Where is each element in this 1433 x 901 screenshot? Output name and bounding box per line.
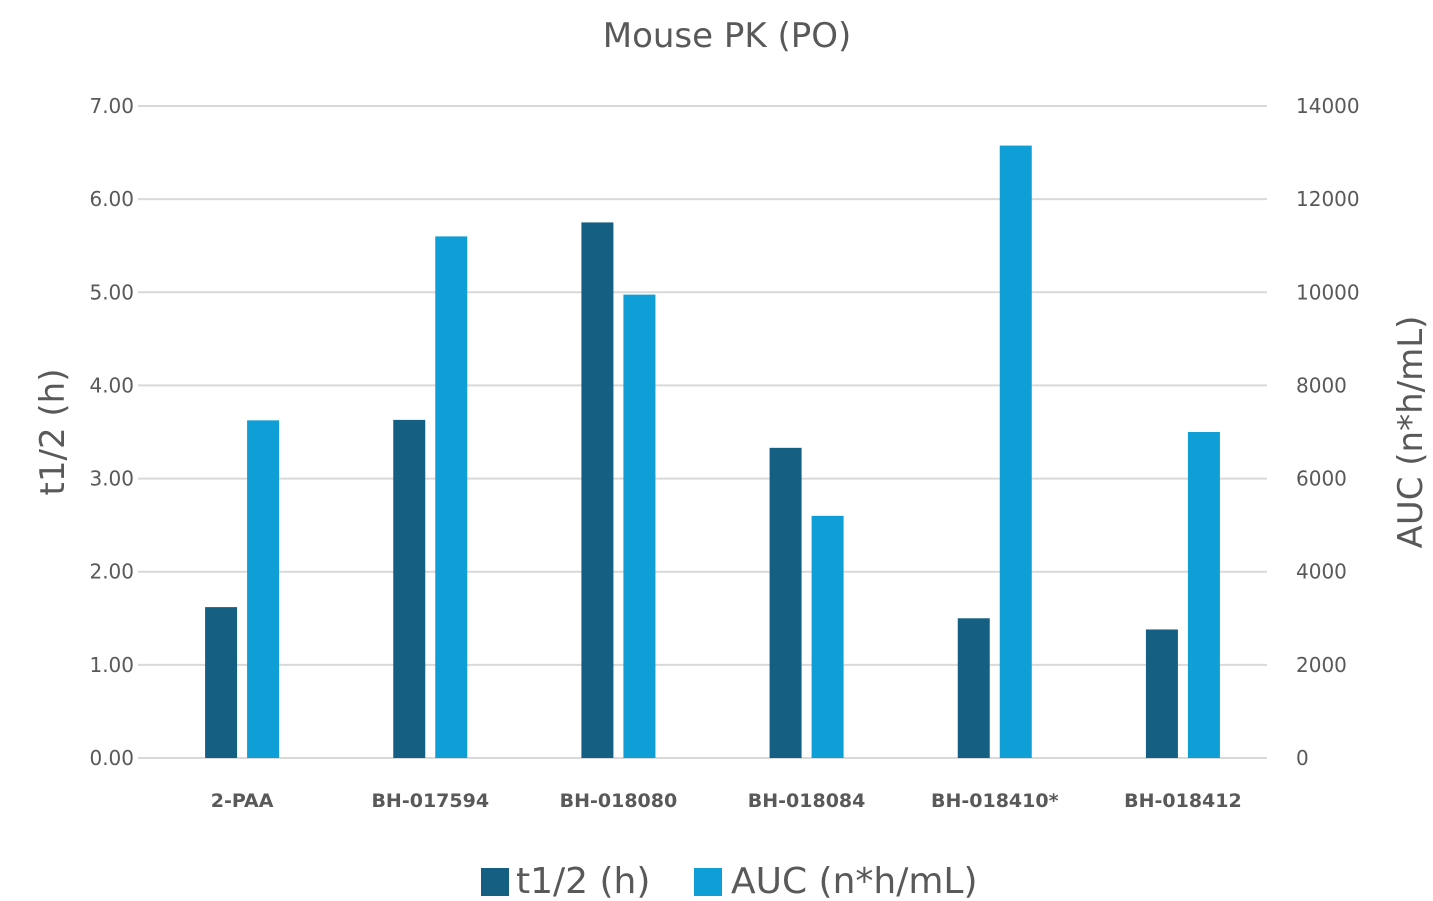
- bar-auc: [999, 145, 1032, 759]
- category-label: BH-018084: [748, 790, 866, 812]
- category-label: 2-PAA: [211, 790, 274, 812]
- right-tick-label: 14000: [1296, 94, 1360, 118]
- right-tick-label: 8000: [1296, 373, 1347, 397]
- category-label: BH-017594: [371, 790, 489, 812]
- right-axis-ticks: 0 2000 4000 6000 8000 10000 12000 14000: [1296, 94, 1360, 770]
- right-tick-label: 2000: [1296, 653, 1347, 677]
- left-tick-label: 2.00: [89, 560, 134, 584]
- bar-t-half: [769, 447, 802, 758]
- left-axis-ticks: 0.00 1.00 2.00 3.00 4.00 5.00 6.00 7.00: [89, 94, 134, 770]
- left-axis-title: t1/2 (h): [33, 369, 73, 496]
- right-tick-label: 6000: [1296, 467, 1347, 491]
- gridlines: [138, 105, 1267, 759]
- legend-swatch-auc: [694, 868, 722, 896]
- category-labels: 2-PAA BH-017594 BH-018080 BH-018084 BH-01841…: [211, 790, 1242, 812]
- right-tick-label: 4000: [1296, 560, 1347, 584]
- left-tick-label: 5.00: [89, 280, 134, 304]
- chart-title: Mouse PK (PO): [603, 16, 852, 56]
- bar-t-half: [581, 222, 614, 758]
- bar-t-half: [393, 419, 426, 758]
- left-tick-label: 4.00: [89, 373, 134, 397]
- left-tick-label: 0.00: [89, 746, 134, 770]
- left-tick-label: 3.00: [89, 467, 134, 491]
- right-axis-title: AUC (n*h/mL): [1391, 316, 1431, 549]
- bar-auc: [623, 294, 656, 758]
- category-label: BH-018410*: [931, 790, 1059, 812]
- category-label: BH-018412: [1124, 790, 1242, 812]
- bar-t-half: [1145, 629, 1178, 758]
- right-tick-label: 0: [1296, 746, 1309, 770]
- category-label: BH-018080: [560, 790, 678, 812]
- left-tick-label: 7.00: [89, 94, 134, 118]
- bar-auc: [811, 515, 844, 758]
- legend-label-auc: AUC (n*h/mL): [731, 861, 978, 901]
- legend-label-t-half: t1/2 (h): [516, 861, 650, 901]
- bars: [205, 145, 1220, 759]
- bar-auc: [247, 420, 280, 758]
- right-tick-label: 10000: [1296, 280, 1360, 304]
- bar-t-half: [957, 618, 990, 758]
- left-tick-label: 1.00: [89, 653, 134, 677]
- legend: t1/2 (h) AUC (n*h/mL): [481, 861, 978, 901]
- bar-auc: [1187, 432, 1220, 758]
- right-tick-label: 12000: [1296, 187, 1360, 211]
- bar-auc: [435, 236, 468, 758]
- legend-swatch-t-half: [481, 868, 509, 896]
- bar-t-half: [205, 607, 238, 758]
- left-tick-label: 6.00: [89, 187, 134, 211]
